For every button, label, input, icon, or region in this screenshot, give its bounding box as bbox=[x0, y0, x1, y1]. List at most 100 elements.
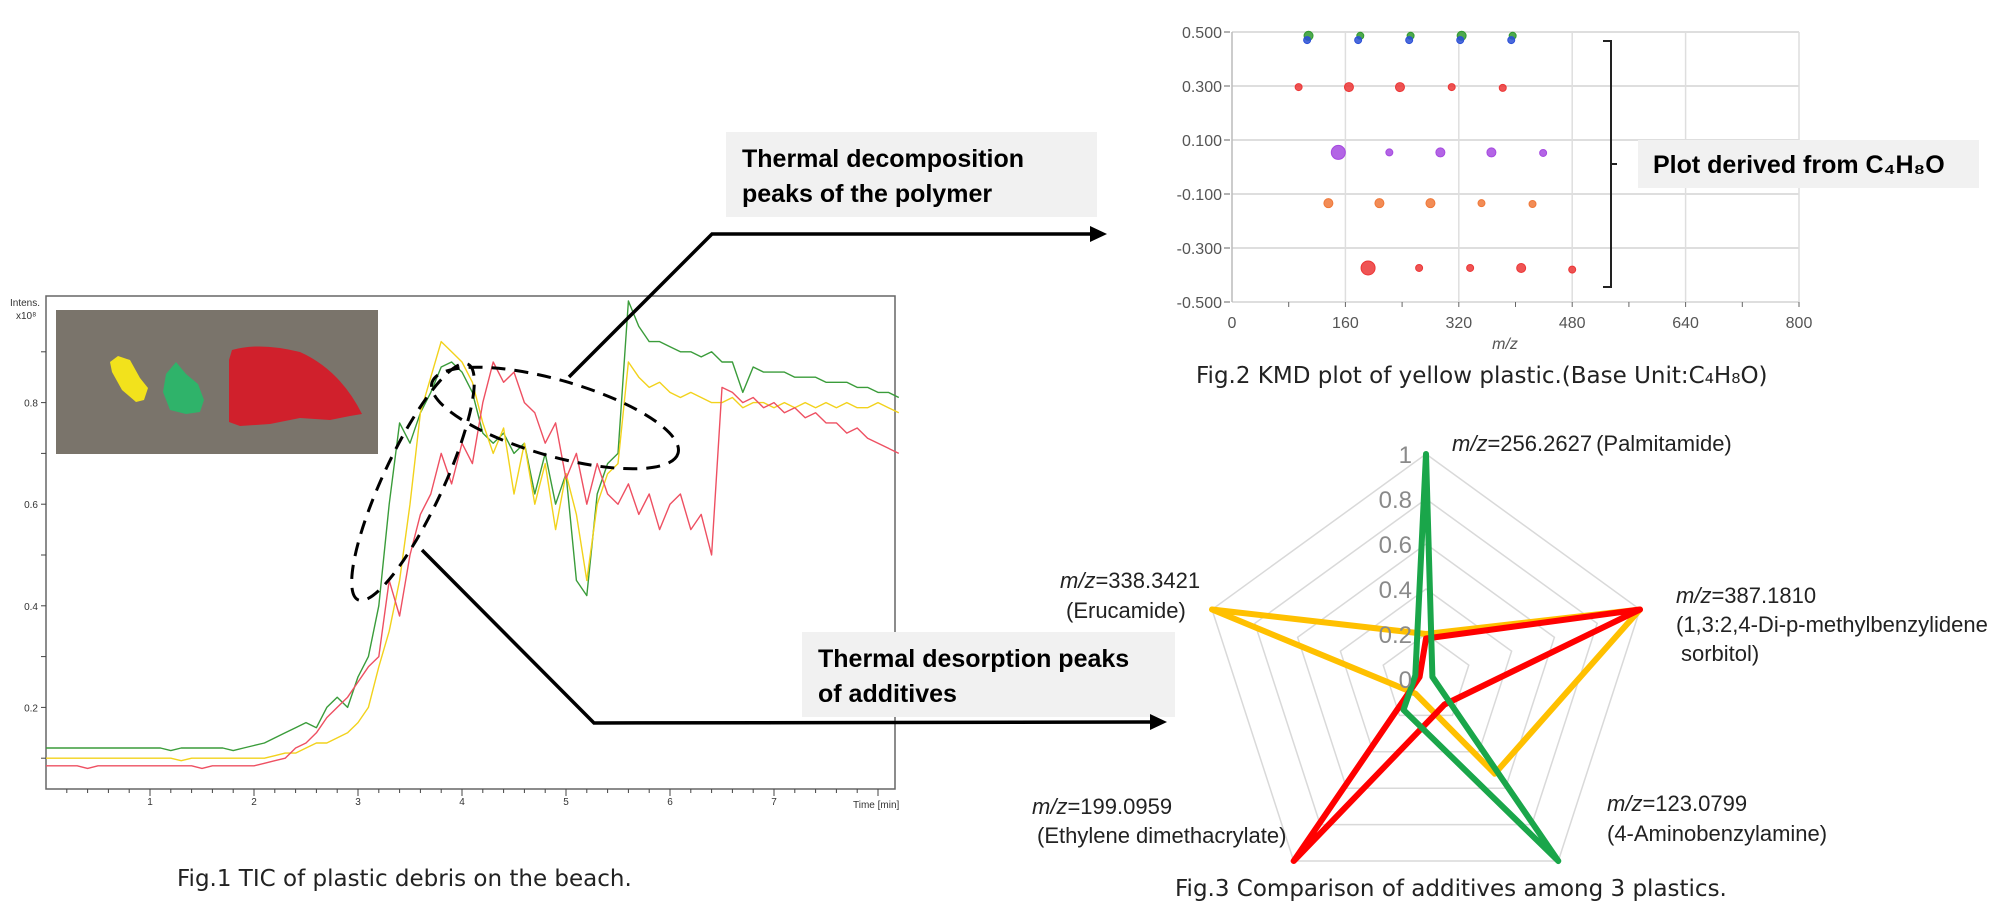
polymer-label-line1: Thermal decomposition bbox=[742, 145, 1024, 173]
fig2-point bbox=[1343, 82, 1354, 93]
fig2-point bbox=[1568, 265, 1577, 274]
fig2-point bbox=[1385, 148, 1394, 157]
fig2-point bbox=[1456, 36, 1465, 45]
fig2-x-tick-label: 160 bbox=[1332, 315, 1359, 332]
mz-prefix: m/z bbox=[1032, 794, 1067, 819]
fig2-point bbox=[1516, 262, 1527, 273]
fig3-series-green bbox=[1400, 451, 1562, 864]
kmd-bracket-label: Plot derived from C₄H₈O bbox=[1653, 151, 1945, 179]
fig1-x-label: Time [min] bbox=[853, 800, 900, 811]
fig2-y-tick-label: -0.500 bbox=[1177, 295, 1222, 312]
green-plastic bbox=[163, 362, 204, 414]
fig2-points bbox=[1294, 30, 1577, 276]
annotations: Thermal decomposition peaks of the polym… bbox=[350, 132, 1175, 730]
fig3-series bbox=[1209, 451, 1643, 864]
additives-connector-line bbox=[420, 548, 1153, 725]
fig3-grid-ring bbox=[1339, 588, 1513, 753]
fig2-point bbox=[1466, 263, 1475, 272]
fig2-point bbox=[1294, 83, 1303, 92]
yellow-plastic bbox=[110, 356, 148, 402]
kmd-bracket bbox=[1603, 40, 1617, 288]
compound-name: (Palmitamide) bbox=[1596, 431, 1732, 456]
radar-axis-label-sorbitol-name2: sorbitol) bbox=[1681, 641, 1759, 666]
fig2-point bbox=[1477, 199, 1486, 208]
additive-peaks-ellipse bbox=[350, 361, 476, 603]
fig2-point bbox=[1425, 198, 1436, 209]
mz-prefix: m/z bbox=[1676, 583, 1711, 608]
fig2-y-tick-label: 0.500 bbox=[1182, 25, 1222, 42]
polymer-label-box bbox=[726, 132, 1097, 217]
fig1-x-tick-label: 2 bbox=[251, 797, 257, 808]
radar-axis-label-dimethacrylate: m/z=199.0959 bbox=[1032, 794, 1172, 819]
fig1-trace-yellow bbox=[46, 340, 900, 762]
fig2-point bbox=[1323, 198, 1334, 209]
fig2-point bbox=[1498, 83, 1507, 92]
red-plastic bbox=[229, 346, 362, 426]
fig2-point bbox=[1354, 36, 1363, 45]
fig2-y-tick-label: 0.300 bbox=[1182, 79, 1222, 96]
mz-prefix: m/z bbox=[1452, 431, 1487, 456]
fig1-tic-chart: 1 2 3 4 5 6 7 0.2 0.4 0.6 0.8 Intens. x10⁸ Time [m… bbox=[10, 295, 900, 892]
fig2-point bbox=[1374, 198, 1385, 209]
radar-axis-label-erucamide-name: (Erucamide) bbox=[1066, 598, 1186, 623]
fig3-caption: Fig.3 Comparison of additives among 3 pl… bbox=[1175, 876, 1727, 902]
fig2-point bbox=[1435, 147, 1446, 158]
fig2-y-tick-label: 0.100 bbox=[1182, 133, 1222, 150]
fig2-kmd-plot: 0.500 0.300 0.100 -0.100 -0.300 -0.500 0 160 320… bbox=[1177, 25, 1979, 389]
fig2-point bbox=[1360, 260, 1376, 276]
additives-label-line1: Thermal desorption peaks bbox=[818, 645, 1129, 673]
mz-value: =338.3421 bbox=[1095, 568, 1200, 593]
polymer-peaks-ellipse bbox=[430, 365, 680, 471]
radar-axis-label-aminobenzylamine-name: (4-Aminobenzylamine) bbox=[1607, 821, 1827, 846]
fig3-radial-tick-label: 1 bbox=[1399, 442, 1412, 469]
fig2-grid: 0.500 0.300 0.100 -0.100 -0.300 -0.500 0 160 320… bbox=[1177, 25, 1813, 332]
fig1-y-label: Intens. bbox=[10, 298, 40, 309]
fig2-point bbox=[1539, 148, 1548, 157]
fig2-caption: Fig.2 KMD plot of yellow plastic.(Base U… bbox=[1196, 363, 1768, 389]
fig1-y-tick-label: 0.8 bbox=[24, 399, 38, 410]
fig2-point bbox=[1528, 199, 1537, 208]
fig1-axis-ticks: 1 2 3 4 5 6 7 0.2 0.4 0.6 0.8 bbox=[24, 351, 879, 808]
kmd-bracket-label-box bbox=[1638, 140, 1979, 188]
fig3-grid-ring bbox=[1253, 498, 1599, 826]
fig3-series-red bbox=[1290, 606, 1643, 864]
mz-value: =256.2627 bbox=[1487, 431, 1592, 456]
radar-axis-label-erucamide: m/z=338.3421 bbox=[1060, 568, 1200, 593]
fig3-radial-tick-label: 0 bbox=[1399, 667, 1412, 694]
radar-axis-label-dimethacrylate-name: (Ethylene dimethacrylate) bbox=[1037, 823, 1286, 848]
fig1-y-tick-label: 0.6 bbox=[24, 500, 38, 511]
fig1-x-tick-label: 5 bbox=[563, 797, 569, 808]
fig1-caption: Fig.1 TIC of plastic debris on the beach… bbox=[177, 866, 632, 892]
fig3-axis-labels: m/z=256.2627 (Palmitamide) m/z=387.1810 (… bbox=[1032, 431, 1988, 848]
fig2-point bbox=[1303, 36, 1312, 45]
fig2-point bbox=[1405, 36, 1414, 45]
radar-axis-label-sorbitol: m/z=387.1810 bbox=[1676, 583, 1816, 608]
fig2-point bbox=[1330, 144, 1346, 160]
fig3-radial-tick-label: 0.2 bbox=[1379, 622, 1412, 649]
fig2-point bbox=[1447, 83, 1456, 92]
fig2-x-label: m/z bbox=[1492, 336, 1518, 353]
fig3-radial-tick-label: 0.8 bbox=[1379, 487, 1412, 514]
fig3-grid-ring bbox=[1211, 453, 1641, 862]
fig1-x-tick-label: 6 bbox=[667, 797, 673, 808]
mz-value: =123.0799 bbox=[1642, 791, 1747, 816]
plastic-samples-photo bbox=[56, 310, 378, 454]
mz-prefix: m/z bbox=[1607, 791, 1642, 816]
fig3-radar-chart: 00.20.40.60.81 m/z=256.2627 (Palmitamide)… bbox=[1032, 431, 1988, 902]
fig1-trace-red bbox=[46, 361, 900, 770]
radar-axis-label-palmitamide: m/z=256.2627 (Palmitamide) bbox=[1452, 431, 1732, 456]
fig2-point bbox=[1394, 82, 1405, 93]
fig1-x-tick-label: 4 bbox=[459, 797, 465, 808]
fig2-x-tick-label: 480 bbox=[1559, 315, 1586, 332]
fig2-x-tick-label: 640 bbox=[1672, 315, 1699, 332]
polymer-label-line2: peaks of the polymer bbox=[742, 180, 992, 208]
fig1-y-unit: x10⁸ bbox=[16, 311, 36, 322]
additives-label-box bbox=[802, 632, 1175, 717]
fig2-x-tick-label: 0 bbox=[1228, 315, 1237, 332]
fig2-point bbox=[1415, 263, 1424, 272]
mz-value: =199.0959 bbox=[1067, 794, 1172, 819]
fig2-y-tick-label: -0.100 bbox=[1177, 187, 1222, 204]
fig3-radial-tick-label: 0.4 bbox=[1379, 577, 1412, 604]
fig3-radial-tick-label: 0.6 bbox=[1379, 532, 1412, 559]
